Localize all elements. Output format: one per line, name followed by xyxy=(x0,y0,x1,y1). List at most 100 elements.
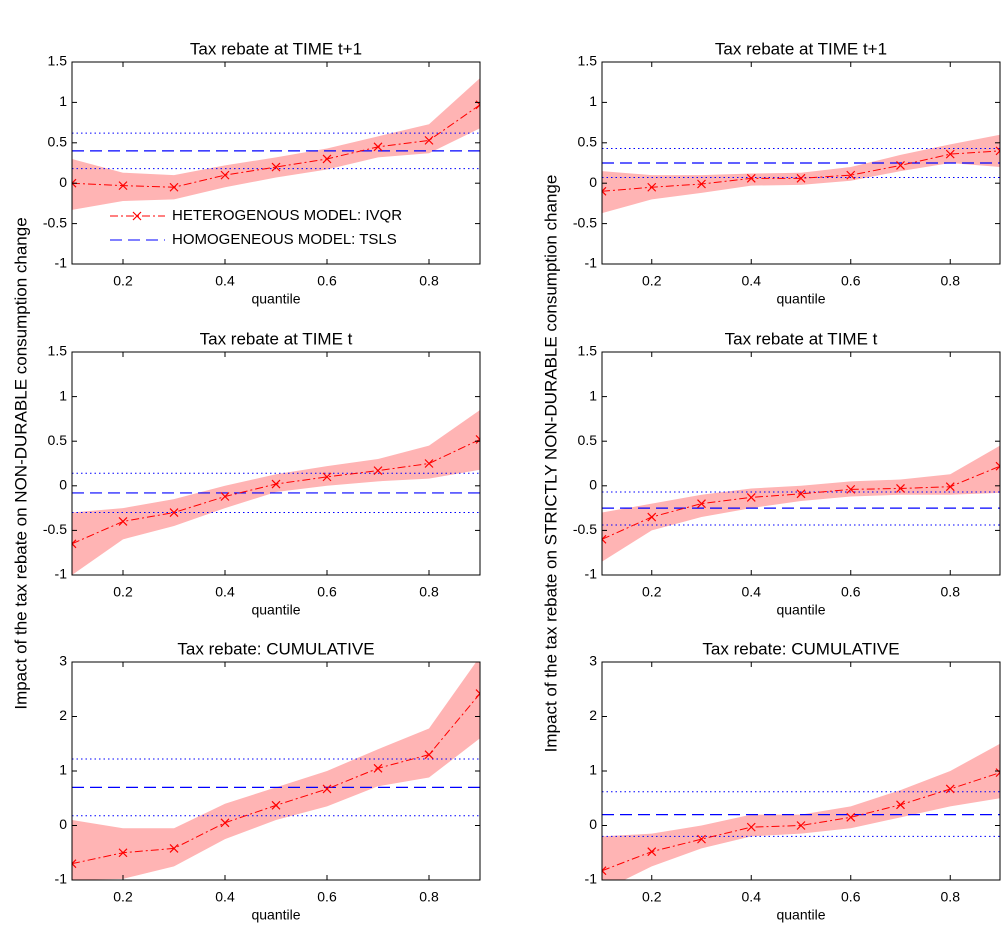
ivqr-marker xyxy=(322,472,332,482)
x-tick-label: 0.8 xyxy=(941,584,961,600)
ivqr-line xyxy=(602,465,1000,540)
axes-frame xyxy=(601,351,1001,576)
ivqr-marker xyxy=(602,866,607,876)
ivqr-marker xyxy=(475,434,480,444)
y-tick-label: 0.5 xyxy=(578,432,598,448)
axes: -1 -0.5 0 0.5 1 1.5 0.2 0.4 0.6 0.8 Tax rebate at … xyxy=(573,39,1001,307)
plot-area xyxy=(72,409,480,575)
x-tick-label: 0.8 xyxy=(419,584,439,600)
x-axis-label: quantile xyxy=(776,602,825,618)
ivqr-marker xyxy=(118,848,128,858)
ivqr-line xyxy=(72,104,480,188)
ivqr-marker xyxy=(602,534,607,544)
ivqr-marker xyxy=(896,484,905,493)
confidence-band xyxy=(602,134,1000,214)
ivqr-marker xyxy=(796,173,806,183)
ivqr-marker xyxy=(424,750,434,760)
x-axis-label: quantile xyxy=(251,907,300,923)
y-tick-label: -0.5 xyxy=(573,521,597,537)
ivqr-marker xyxy=(697,499,706,509)
x-tick-label: 0.2 xyxy=(113,889,133,905)
y-tick-label: -1 xyxy=(55,871,68,887)
y-tick-label: 1 xyxy=(59,93,67,109)
plot-area xyxy=(72,78,480,210)
y-tick-label: 1 xyxy=(59,387,67,403)
x-tick-label: 0.2 xyxy=(642,273,662,289)
legend-label: HETEROGENOUS MODEL: IVQR xyxy=(172,207,402,224)
y-tick-label: 1.5 xyxy=(48,53,68,69)
ivqr-marker xyxy=(373,763,383,773)
y-tick-label: -1 xyxy=(55,255,68,271)
ivqr-marker xyxy=(118,181,128,191)
ivqr-marker xyxy=(945,482,955,492)
y-tick-label: 0 xyxy=(59,477,67,493)
axes: -1 0 1 2 3 0.2 0.4 0.6 0.8 Tax rebate: CUMULATIVE… xyxy=(585,639,1001,923)
ivqr-marker xyxy=(647,847,657,857)
x-tick-label: 0.2 xyxy=(113,584,133,600)
confidence-band xyxy=(602,445,1000,562)
x-axis-label: quantile xyxy=(251,291,300,307)
confidence-band xyxy=(602,743,1000,880)
x-tick-label: 0.4 xyxy=(742,273,762,289)
chart-title: Tax rebate at TIME t+1 xyxy=(715,39,887,58)
ivqr-marker xyxy=(746,822,756,832)
x-tick-label: 0.6 xyxy=(317,584,337,600)
x-tick-label: 0.4 xyxy=(215,273,235,289)
x-tick-label: 0.4 xyxy=(742,889,762,905)
ivqr-marker xyxy=(846,812,856,822)
axes: -1 -0.5 0 0.5 1 1.5 0.2 0.4 0.6 0.8 Tax rebate at … xyxy=(43,39,481,307)
ivqr-marker xyxy=(995,768,1000,778)
x-axis-label: quantile xyxy=(251,602,300,618)
y-tick-label: 1.5 xyxy=(578,53,598,69)
y-tick-label: 1.5 xyxy=(48,343,68,359)
y-tick-label: 0.5 xyxy=(48,432,68,448)
x-tick-label: 0.6 xyxy=(841,584,861,600)
x-tick-label: 0.4 xyxy=(215,584,235,600)
ivqr-marker xyxy=(220,818,230,828)
x-tick-label: 0.8 xyxy=(419,273,439,289)
x-tick-label: 0.6 xyxy=(841,273,861,289)
x-axis-label: quantile xyxy=(776,291,825,307)
y-axis-label: Impact of the tax rebate on NON-DURABLE … xyxy=(11,217,30,709)
ivqr-marker xyxy=(746,492,756,502)
axes: -1 0 1 2 3 0.2 0.4 0.6 0.8 Tax rebate: CUMULATIVE… xyxy=(55,639,481,923)
ivqr-marker xyxy=(602,186,607,196)
ivqr-marker xyxy=(72,539,77,549)
y-tick-label: -0.5 xyxy=(573,214,597,230)
ivqr-line xyxy=(602,772,1000,872)
y-tick-label: 0 xyxy=(589,477,597,493)
x-tick-label: 0.6 xyxy=(317,889,337,905)
y-axis-label: Impact of the tax rebate on STRICTLY NON… xyxy=(541,175,560,753)
x-axis-label: quantile xyxy=(776,907,825,923)
x-tick-label: 0.8 xyxy=(941,273,961,289)
ivqr-marker xyxy=(220,170,230,180)
y-tick-label: 0 xyxy=(59,174,67,190)
ivqr-marker xyxy=(373,466,383,476)
y-tick-label: 1 xyxy=(589,387,597,403)
axes-frame xyxy=(71,61,481,265)
legend-label: HOMOGENEOUS MODEL: TSLS xyxy=(172,231,397,248)
ivqr-marker xyxy=(697,179,706,189)
plot-area xyxy=(72,662,480,880)
ivqr-marker xyxy=(647,182,657,192)
ivqr-marker xyxy=(424,459,434,468)
ivqr-marker xyxy=(220,492,230,501)
axes: -1 -0.5 0 0.5 1 1.5 0.2 0.4 0.6 0.8 Tax rebate at … xyxy=(541,175,1001,753)
y-tick-label: 2 xyxy=(59,707,67,723)
y-tick-label: -1 xyxy=(55,566,68,582)
ivqr-marker xyxy=(169,182,179,192)
plot-area xyxy=(602,445,1000,562)
legend-marker xyxy=(132,211,142,221)
plot-area xyxy=(602,743,1000,880)
y-tick-label: 1 xyxy=(59,762,67,778)
y-tick-label: 3 xyxy=(589,653,597,669)
ivqr-marker xyxy=(846,170,856,180)
ivqr-marker xyxy=(697,834,706,844)
y-tick-label: 0.5 xyxy=(578,134,598,150)
y-tick-label: 2 xyxy=(589,707,597,723)
ivqr-marker xyxy=(271,162,281,172)
axes-frame xyxy=(71,351,481,576)
axes-frame xyxy=(601,61,1001,265)
ivqr-marker xyxy=(796,489,806,499)
